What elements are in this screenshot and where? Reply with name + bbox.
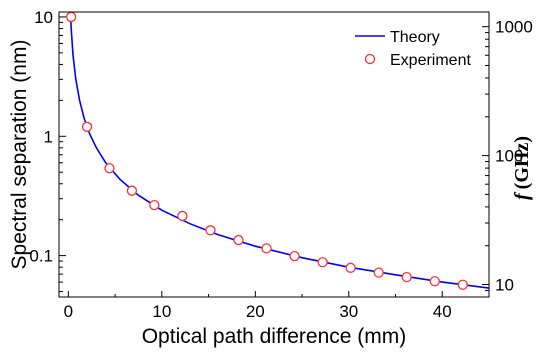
x-tick-label: 20 <box>246 302 265 321</box>
experiment-point <box>429 276 440 287</box>
y2-axis-title-symbol: f <box>511 191 533 200</box>
experiment-point <box>317 257 328 268</box>
x-tick-label: 30 <box>339 302 358 321</box>
y-tick-label: 10 <box>34 8 53 27</box>
experiment-point <box>457 279 468 290</box>
experiment-point <box>66 11 77 23</box>
x-tick-label: 40 <box>433 302 452 321</box>
experiment-point <box>81 121 93 132</box>
legend: Theory Experiment <box>355 29 471 69</box>
experiment-point <box>345 262 356 273</box>
y2-axis-title-unit: (GHz) <box>511 136 533 189</box>
experiment-point <box>401 272 412 283</box>
experiment-point <box>373 267 384 278</box>
experiment-point <box>177 210 188 222</box>
legend-theory-label: Theory <box>390 29 440 46</box>
x-axis-title: Optical path difference (mm) <box>142 325 407 348</box>
y-tick-label: 1 <box>44 127 53 146</box>
legend-experiment-swatch <box>364 53 376 65</box>
y2-axis-title: f (GHz) <box>511 136 533 200</box>
y2-tick-label: 10 <box>495 276 514 295</box>
experiment-point <box>205 225 216 236</box>
experiment-point <box>104 163 115 174</box>
y2-tick-label: 1000 <box>495 18 533 37</box>
experiment-point <box>149 199 160 211</box>
experiment-point <box>233 234 244 246</box>
experiment-point <box>261 243 272 254</box>
y-tick-label: 0.1 <box>29 247 53 266</box>
experiment-point <box>289 250 300 262</box>
legend-experiment-label: Experiment <box>390 52 471 69</box>
experiment-point <box>126 185 138 196</box>
y-axis-title: Spectral separation (nm) <box>8 40 31 270</box>
theory-line <box>69 12 489 289</box>
x-tick-label: 0 <box>64 302 73 321</box>
x-tick-label: 10 <box>152 302 171 321</box>
y2-tick-label: 100 <box>495 147 523 166</box>
